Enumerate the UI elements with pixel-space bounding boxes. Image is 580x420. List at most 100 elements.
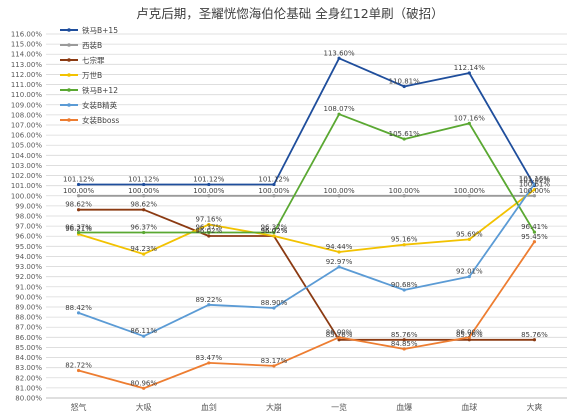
data-label: 101.12% [193,175,224,183]
data-label: 110.81% [389,77,420,85]
data-point [76,230,81,235]
legend-entry: 西装B [82,40,102,50]
series-line [78,183,536,338]
data-label: 96.37% [261,223,288,231]
data-point [272,182,276,187]
data-point [467,121,471,125]
data-label: 96.41% [521,223,548,231]
legend-entry: 万世B [82,70,102,80]
data-label: 101.02% [519,176,550,184]
data-label: 101.16% [519,175,550,183]
data-label: 95.45% [521,233,548,241]
data-point [402,84,406,89]
data-label: 89.22% [195,296,222,304]
y-tick-label: 89.00% [15,304,42,312]
gridlines [46,33,567,399]
data-point [402,137,406,141]
data-point [337,194,341,198]
data-label: 113.60% [323,49,354,57]
y-tick-label: 99.00% [15,202,42,210]
data-point [142,182,146,187]
data-label: 83.47% [195,354,222,362]
data-point [272,194,276,198]
data-point [532,194,537,198]
data-point [337,265,341,269]
x-tick-label: 大吸 [136,402,152,412]
data-label: 96.37% [130,223,157,231]
legend-entry: 铁马B+15 [82,25,118,35]
data-label: 100.00% [193,187,224,195]
x-tick-label: 大爽 [526,402,542,412]
data-point [532,188,537,192]
data-point [142,386,146,390]
data-point [532,182,537,186]
x-axis: 怒气 大吸 血剑 大崩 一览 血爆 血球 大爽 [46,397,567,412]
y-tick-label: 94.00% [15,253,42,261]
y-tick-label: 90.00% [15,293,42,301]
data-point [337,112,341,116]
y-tick-label: 96.00% [15,233,42,241]
data-label: 100.00% [323,187,354,195]
y-tick-label: 112.00% [11,71,42,79]
data-label: 100.00% [258,187,289,195]
data-point [142,230,146,235]
y-tick-label: 93.00% [15,263,42,271]
y-tick-label: 116.00% [11,31,42,39]
y-tick-label: 110.00% [11,91,42,99]
data-label: 100.00% [128,187,159,195]
y-tick-label: 98.00% [15,213,42,221]
y-tick-label: 102.00% [11,172,42,180]
legend-entry: 女装Bboss [82,115,119,125]
data-point [467,237,471,241]
x-tick-label: 血爆 [396,402,412,412]
data-point [142,208,146,212]
y-tick-label: 105.00% [11,142,42,150]
data-point [467,71,471,75]
data-label: 88.42% [65,304,92,312]
data-point [467,274,471,279]
y-tick-label: 111.00% [11,81,42,89]
data-point [207,361,211,365]
data-label: 95.16% [391,236,418,244]
data-label: 101.12% [128,175,159,183]
data-point [142,194,146,198]
legend-marker [67,73,71,77]
data-point [402,338,406,342]
data-point [402,288,406,292]
legend-marker [67,58,71,62]
legend-marker [67,28,71,32]
y-tick-label: 95.00% [15,243,42,251]
data-label: 100.00% [389,187,420,195]
data-label: 100.00% [454,187,485,195]
data-point [337,56,341,60]
data-label: 98.62% [65,201,92,209]
data-label: 105.61% [389,130,420,138]
x-tick-label: 一览 [331,402,347,412]
data-label: 94.44% [326,243,353,251]
data-label: 97.16% [195,215,222,223]
x-tick-label: 大崩 [266,402,282,412]
y-tick-label: 81.00% [15,384,42,392]
y-tick-label: 113.00% [11,61,42,69]
y-tick-label: 109.00% [11,101,42,109]
data-point [142,334,146,338]
data-label: 107.16% [454,114,485,122]
data-label: 98.62% [130,201,157,209]
data-label: 101.12% [63,175,94,183]
data-label: 96.21% [65,225,92,233]
series-line [78,188,535,256]
data-label: 84.85% [391,340,418,348]
data-label: 96.02% [195,227,222,235]
data-label: 85.76% [326,331,353,339]
y-tick-label: 104.00% [11,152,42,160]
data-point [467,338,471,342]
data-point [207,230,211,235]
series-line [78,57,536,186]
data-point [532,230,537,234]
y-tick-label: 114.00% [11,51,42,59]
data-label: 94.23% [130,245,157,253]
y-tick-label: 86.00% [15,334,42,342]
data-label: 96.02% [261,227,288,235]
